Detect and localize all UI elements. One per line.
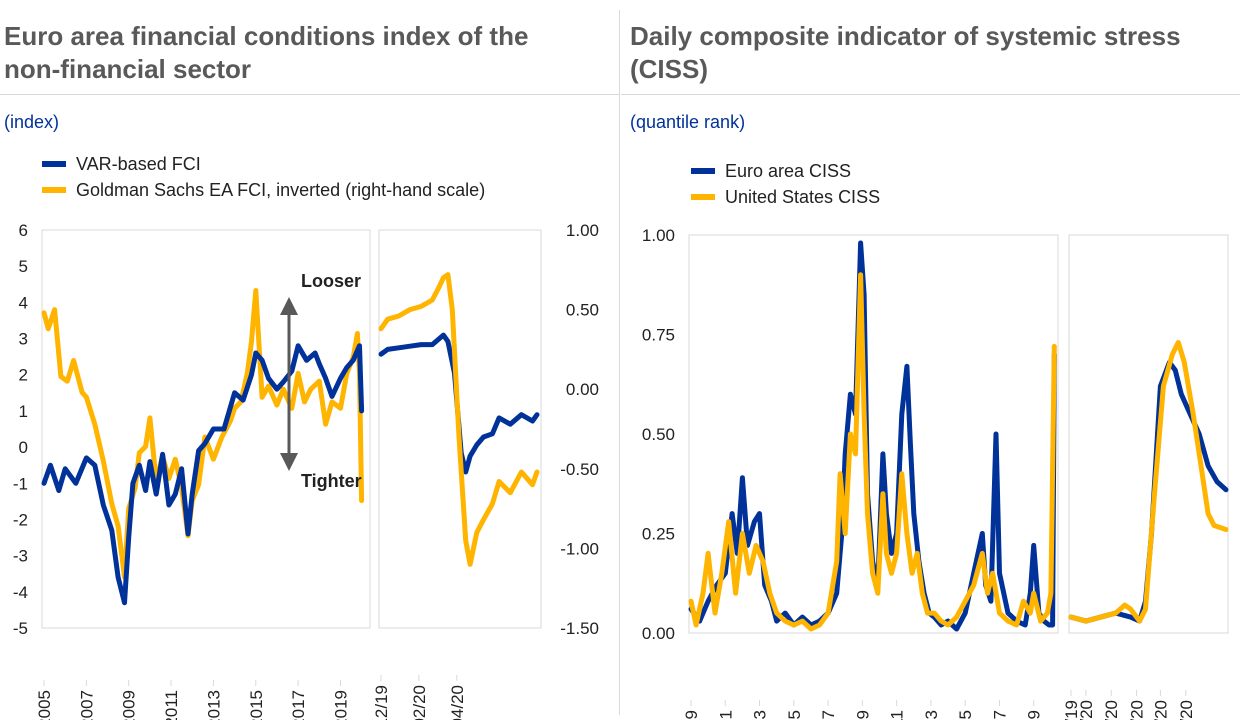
ciss-panel: Daily composite indicator of systemic st… [621,0,1240,720]
x-tick-label: 2019 [1025,710,1044,720]
legend-label: Euro area CISS [725,161,852,181]
y-tick-label: -2 [13,510,28,529]
y-tick-label: -4 [13,583,28,602]
title-divider [0,94,619,95]
y-tick-label: 3 [19,330,28,349]
fci-long-chart: 6 5 4 3 2 1 0 -1 -2 -3 -4 -5 2005 2007 2009 2011 2013 201… [13,221,365,720]
x-tick-label: 2009 [853,710,872,720]
y-tick-label: 0 [19,438,28,457]
x-tick-label: 2015 [247,690,266,720]
ciss-zoom-plot-frame [1068,234,1229,634]
y-tick-label: 0.25 [642,525,675,544]
x-tick-label: 2009 [120,690,139,720]
series-line-goldman-fci-zoom [378,272,540,567]
y-tick-label: -5 [13,619,28,638]
y2-tick-label: -1.50 [560,619,599,638]
legend-swatch-blue [42,160,66,167]
series-line-us-ciss [688,272,1057,632]
y-tick-label: 1.00 [642,226,675,245]
x-tick-label: 02/20 [410,685,429,720]
x-tick-label: 04/20 [448,685,467,720]
x-tick-label: 02/20 [1102,700,1121,720]
x-tick-label: 2013 [204,690,223,720]
looser-label: Looser [301,271,361,291]
y2-tick-label: 0.50 [566,301,599,320]
x-tick-label: 2003 [751,710,770,720]
x-tick-label: 2001 [716,710,735,720]
x-tick-label: 2011 [162,690,181,720]
series-line-us-ciss-zoom [1068,340,1229,624]
series-line-goldman-fci [41,288,365,580]
x-tick-label: 03/20 [1128,700,1147,720]
fci-zoom-chart: 1.00 0.50 0.00 -0.50 -1.00 -1.50 12/19 02/20 04/… [372,221,599,720]
x-tick-label: 2007 [819,710,838,720]
ciss-title-line-1: Daily composite indicator of systemic st… [630,21,1181,51]
y-tick-label: 0.50 [642,425,675,444]
ciss-long-chart: 1.00 0.75 0.50 0.25 0.00 1999 2001 2003 2005 2007… [642,226,1057,720]
x-tick-label: 2017 [289,690,308,720]
y2-tick-label: -0.50 [560,460,599,479]
legend-swatch-yellow [691,193,715,200]
legend-item-euro-ciss: Euro area CISS [691,159,851,183]
legend-label: VAR-based FCI [76,154,201,174]
legend-label: United States CISS [725,187,881,207]
series-line-var-fci-zoom [378,332,540,475]
looser-tighter-arrow: Looser Tighter [280,271,362,491]
x-tick-label: 2013 [922,710,941,720]
ciss-chart-title: Daily composite indicator of systemic st… [630,20,1230,86]
fci-title-line-1: Euro area financial conditions index of … [4,21,529,51]
series-line-euro-ciss [688,240,1057,632]
y-tick-label: 0.75 [642,326,675,345]
y2-tick-label: 0.00 [566,380,599,399]
arrow-down-head-icon [280,453,298,471]
x-tick-label: 1999 [682,710,701,720]
y-tick-label: 5 [19,257,28,276]
y2-tick-label: -1.00 [560,539,599,558]
ciss-plot-frame [688,234,1059,634]
title-divider [621,94,1240,95]
x-tick-label: 05/20 [1177,700,1196,720]
fci-zoom-plot-frame [378,229,542,629]
fci-chart-title: Euro area financial conditions index of … [4,20,604,86]
y-tick-label: -3 [13,547,28,566]
y-tick-label: 4 [19,293,28,312]
ciss-unit-label: (quantile rank) [630,112,746,132]
x-tick-label: 2017 [990,710,1009,720]
x-tick-label: 2015 [956,710,975,720]
legend-swatch-blue [691,167,715,174]
x-tick-label: 12/19 [1062,700,1081,720]
legend-item-us-ciss: United States CISS [691,185,880,209]
x-tick-label: 04/20 [1151,700,1170,720]
x-tick-label: 2005 [35,690,54,720]
tighter-label: Tighter [301,471,362,491]
x-tick-label: 12/19 [372,685,391,720]
legend-item-goldman-fci: Goldman Sachs EA FCI, inverted (right-ha… [42,178,485,202]
y2-tick-label: 1.00 [566,221,599,240]
y-tick-label: 1 [19,402,28,421]
legend-item-var-fci: VAR-based FCI [42,152,201,176]
ciss-title-line-2: (CISS) [630,54,708,84]
x-tick-label: 2011 [888,710,907,720]
x-tick-label: 2019 [331,690,350,720]
fci-unit-label: (index) [4,112,60,132]
y-tick-label: 2 [19,366,28,385]
arrow-up-head-icon [280,297,298,315]
panel-separator [619,10,620,715]
x-tick-label: 2005 [785,710,804,720]
legend-label: Goldman Sachs EA FCI, inverted (right-ha… [76,180,486,200]
y-tick-label: 6 [19,221,28,240]
fci-panel: Euro area financial conditions index of … [0,20,619,202]
y-tick-label: -1 [13,474,28,493]
x-tick-label: 01/20 [1077,700,1096,720]
series-line-var-fci [41,343,365,606]
legend-swatch-yellow [42,186,66,193]
x-tick-label: 2007 [77,690,96,720]
fci-title-line-2: non-financial sector [4,54,252,84]
y-tick-label: 0.00 [642,624,675,643]
fci-plot-frame [41,229,371,629]
